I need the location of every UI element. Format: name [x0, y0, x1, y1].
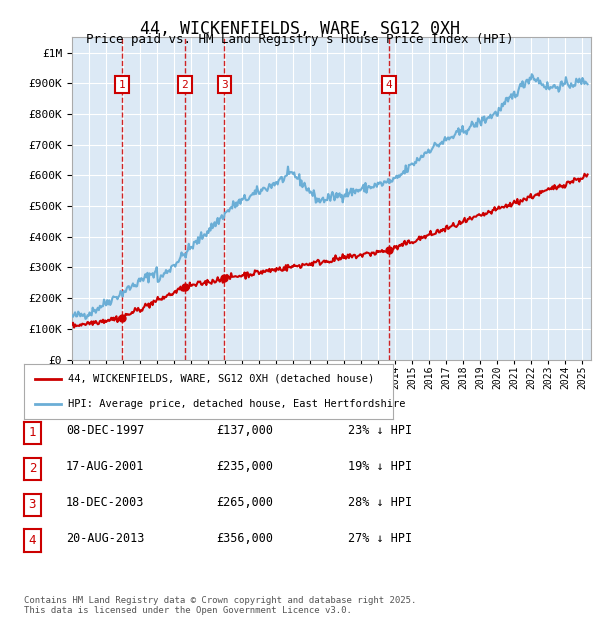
Text: 18-DEC-2003: 18-DEC-2003: [66, 497, 145, 509]
Text: 19% ↓ HPI: 19% ↓ HPI: [348, 461, 412, 473]
Text: 3: 3: [221, 80, 228, 90]
Text: 23% ↓ HPI: 23% ↓ HPI: [348, 425, 412, 437]
Text: 4: 4: [386, 80, 392, 90]
Text: 17-AUG-2001: 17-AUG-2001: [66, 461, 145, 473]
Text: HPI: Average price, detached house, East Hertfordshire: HPI: Average price, detached house, East…: [68, 399, 406, 409]
Text: 4: 4: [29, 534, 36, 547]
Text: 27% ↓ HPI: 27% ↓ HPI: [348, 533, 412, 545]
Text: 08-DEC-1997: 08-DEC-1997: [66, 425, 145, 437]
Text: £235,000: £235,000: [216, 461, 273, 473]
Text: 2: 2: [29, 463, 36, 475]
Text: £137,000: £137,000: [216, 425, 273, 437]
Text: 1: 1: [29, 427, 36, 439]
Text: £356,000: £356,000: [216, 533, 273, 545]
Text: Contains HM Land Registry data © Crown copyright and database right 2025.
This d: Contains HM Land Registry data © Crown c…: [24, 596, 416, 615]
Text: 44, WICKENFIELDS, WARE, SG12 0XH: 44, WICKENFIELDS, WARE, SG12 0XH: [140, 20, 460, 38]
Text: 20-AUG-2013: 20-AUG-2013: [66, 533, 145, 545]
Text: 2: 2: [181, 80, 188, 90]
Text: 1: 1: [118, 80, 125, 90]
Text: 3: 3: [29, 498, 36, 511]
Text: 44, WICKENFIELDS, WARE, SG12 0XH (detached house): 44, WICKENFIELDS, WARE, SG12 0XH (detach…: [68, 374, 374, 384]
Text: Price paid vs. HM Land Registry's House Price Index (HPI): Price paid vs. HM Land Registry's House …: [86, 33, 514, 46]
Text: 28% ↓ HPI: 28% ↓ HPI: [348, 497, 412, 509]
Text: £265,000: £265,000: [216, 497, 273, 509]
